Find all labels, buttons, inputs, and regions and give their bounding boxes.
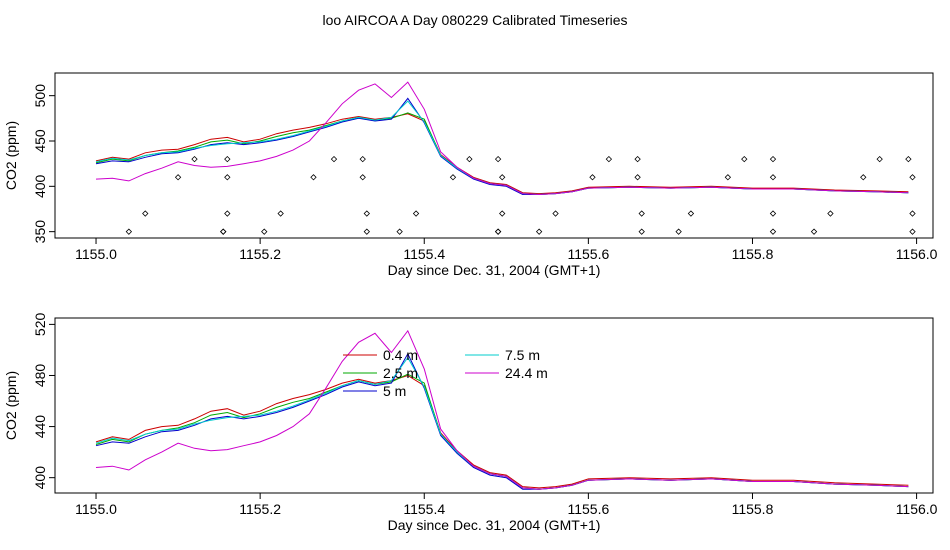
legend-label: 2.5 m	[383, 365, 418, 381]
diamond-marker	[224, 174, 231, 181]
diamond-marker	[860, 174, 867, 181]
diamond-marker	[769, 174, 777, 181]
series-line-0	[95, 113, 909, 195]
diamond-marker	[876, 155, 883, 163]
diamond-marker	[905, 155, 912, 163]
diamond-marker	[675, 228, 682, 235]
legend-label: 7.5 m	[505, 347, 540, 363]
figure-title: loo AIRCOA A Day 080229 Calibrated Times…	[322, 12, 627, 28]
diamond-marker	[359, 174, 366, 181]
diamond-marker	[589, 174, 596, 181]
diamond-marker	[634, 155, 641, 163]
diamond-marker	[466, 155, 473, 163]
diamond-marker	[396, 228, 403, 235]
diamond-marker	[310, 174, 317, 181]
y-tick-label: 350	[32, 220, 48, 244]
diamond-marker	[810, 228, 818, 235]
diamond-marker	[220, 228, 227, 235]
legend-label: 0.4 m	[383, 347, 418, 363]
y-tick-label: 400	[32, 174, 48, 198]
panel-top: 1155.0 1155.2 1155.4 1155.6 1155.8 1156.0 Day …	[3, 72, 938, 278]
y-tick-label: 480	[32, 364, 48, 388]
diamond-marker	[174, 174, 182, 181]
x-tick-label: 1156.0	[896, 501, 938, 517]
diamond-marker	[552, 210, 559, 217]
diamond-marker	[363, 228, 370, 235]
series-line-3	[95, 356, 909, 490]
diamond-marker	[769, 155, 777, 163]
x-axis-label: Day since Dec. 31, 2004 (GMT+1)	[388, 517, 601, 533]
series-line-4	[95, 329, 909, 490]
series-line-4	[95, 81, 909, 196]
diamond-marker	[535, 228, 543, 235]
y-tick-label: 500	[32, 84, 48, 108]
x-tick-label: 1155.8	[732, 501, 774, 517]
diamond-marker	[634, 174, 641, 181]
plot-frame	[54, 72, 934, 239]
legend-label: 24.4 m	[505, 365, 548, 381]
diamond-marker	[909, 174, 916, 181]
y-tick-label: 400	[32, 466, 48, 490]
x-tick-label: 1155.8	[732, 246, 774, 262]
x-tick-label: 1155.4	[403, 246, 445, 262]
diamond-marker	[769, 228, 777, 235]
panel-bottom: 1155.0 1155.2 1155.4 1155.6 1155.8 1156.0 Day …	[3, 312, 938, 533]
diamond-marker	[359, 155, 366, 163]
x-tick-label: 1155.4	[403, 501, 445, 517]
diamond-marker	[412, 210, 420, 217]
series-line-3	[95, 100, 909, 196]
x-tick-label: 1156.0	[896, 246, 938, 262]
series-line-2	[95, 352, 909, 490]
diamond-marker	[125, 228, 133, 235]
series-line-1	[95, 373, 909, 490]
diamond-marker	[220, 228, 227, 235]
y-axis-label: CO2 (ppm)	[3, 371, 19, 440]
series-line-1	[95, 112, 909, 196]
x-tick-label: 1155.6	[567, 246, 609, 262]
diamond-marker	[277, 210, 284, 217]
diamond-marker	[687, 210, 695, 217]
x-tick-label: 1155.2	[239, 246, 281, 262]
legend-label: 5 m	[383, 383, 406, 399]
diamond-marker	[494, 155, 502, 163]
diamond-marker	[494, 228, 502, 235]
diamond-marker	[142, 210, 149, 217]
x-tick-label: 1155.6	[567, 501, 609, 517]
diamond-marker	[449, 174, 457, 181]
diamond-marker	[638, 210, 645, 217]
x-tick-label: 1155.0	[75, 501, 117, 517]
y-tick-label: 440	[32, 415, 48, 439]
series-line-0	[95, 374, 909, 489]
diamond-marker	[499, 174, 506, 181]
y-tick-label: 520	[32, 312, 48, 336]
y-tick-label: 450	[32, 129, 48, 153]
x-axis-label: Day since Dec. 31, 2004 (GMT+1)	[388, 262, 601, 278]
diamond-marker	[769, 210, 777, 217]
diamond-marker	[724, 174, 732, 181]
diamond-marker	[909, 228, 916, 235]
diamond-marker	[741, 155, 748, 163]
diamond-marker	[499, 210, 506, 217]
diamond-marker	[827, 210, 834, 217]
diamond-marker	[261, 228, 268, 235]
diamond-marker	[191, 155, 198, 163]
plot-frame	[54, 317, 934, 494]
diamond-marker	[494, 228, 502, 235]
diamond-marker	[605, 155, 613, 163]
x-tick-label: 1155.0	[75, 246, 117, 262]
diamond-marker	[224, 155, 231, 163]
diamond-marker	[330, 155, 338, 163]
diamond-marker	[224, 210, 231, 217]
x-tick-label: 1155.2	[239, 501, 281, 517]
y-axis-label: CO2 (ppm)	[3, 121, 19, 190]
diamond-marker	[909, 210, 916, 217]
diamond-marker	[638, 228, 645, 235]
diamond-marker	[363, 210, 370, 217]
